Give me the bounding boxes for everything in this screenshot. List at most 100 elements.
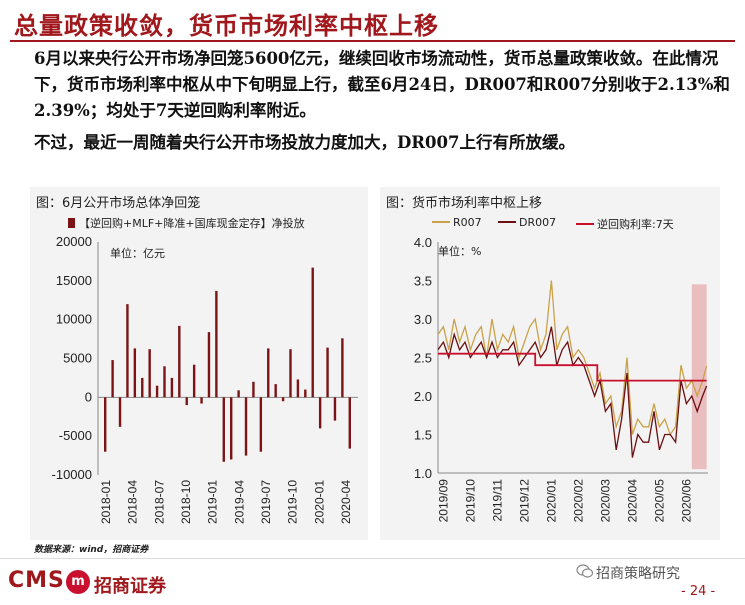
x-tick-label: 2019/10 <box>463 479 477 523</box>
bar <box>111 360 114 398</box>
bar <box>348 397 351 449</box>
left-chart-panel: 图：6月公开市场总体净回笼 【逆回购+MLF+降准+国库现金定存】净投放 单位：… <box>30 187 368 540</box>
y-tick-label: 4.0 <box>414 235 432 250</box>
x-tick-label: 2019-04 <box>232 480 246 524</box>
x-tick-label: 2018-01 <box>99 480 113 524</box>
right-chart-panel: 图：货币市场利率中枢上移 R007 DR007 逆回购利率:7天 单位：% 4.… <box>380 187 720 540</box>
page-title: 总量政策收敛，货币市场利率中枢上移 <box>14 12 439 40</box>
bar <box>289 349 292 398</box>
bar <box>178 325 181 398</box>
x-tick-label: 2019/11 <box>490 479 504 522</box>
x-tick-label: 2020/05 <box>652 479 666 523</box>
r007-swatch <box>432 221 450 223</box>
bar <box>318 397 322 429</box>
y-tick-label: 15000 <box>56 273 92 288</box>
right-chart-unit: 单位：% <box>438 245 482 258</box>
highlight-band <box>691 284 707 470</box>
y-tick-label: 3.5 <box>414 274 432 289</box>
bar <box>192 364 196 398</box>
left-chart-unit: 单位：亿元 <box>110 247 165 260</box>
left-legend-label: 【逆回购+MLF+降准+国库现金定存】净投放 <box>79 217 305 230</box>
x-tick-label: 2019-01 <box>206 480 220 524</box>
bar <box>141 377 144 398</box>
x-tick-label: 2018-07 <box>152 480 166 524</box>
x-tick-label: 2019-10 <box>286 480 300 524</box>
title-divider <box>10 40 735 42</box>
x-tick-label: 2020/06 <box>679 479 693 523</box>
right-legend-r007: R007 <box>432 216 482 229</box>
reverse-repo-label: 逆回购利率:7天 <box>597 218 674 231</box>
bar <box>118 397 122 427</box>
x-tick-label: 2019/09 <box>436 479 450 523</box>
y-tick-label: 1.0 <box>414 466 432 481</box>
bar <box>326 347 329 398</box>
page-number: - 24 - <box>681 584 716 599</box>
x-tick-label: 2019-07 <box>259 480 273 524</box>
right-line-chart: 4.0 3.5 3.0 2.5 2.0 1.5 1.0 2019/09 2019/10 2019/… <box>414 235 708 523</box>
bar <box>126 304 129 398</box>
x-tick-label: 2020/03 <box>598 479 612 523</box>
paragraph-1: 6月以来央行公开市场净回笼5600亿元，继续回收市场流动性，货币总量政策收敛。在… <box>34 49 730 120</box>
bar <box>237 390 240 398</box>
bar <box>148 349 151 398</box>
bar <box>170 377 174 398</box>
bar <box>244 397 248 456</box>
r007-label: R007 <box>453 216 482 229</box>
cms-logo: CMS <box>8 568 65 593</box>
right-legend-reverse-repo: 逆回购利率:7天 <box>576 216 674 232</box>
x-tick-label: 2018-10 <box>179 480 193 524</box>
wechat-account: 招商策略研究 <box>596 566 680 582</box>
bar <box>296 379 300 398</box>
x-tick-label: 2020/01 <box>544 479 558 523</box>
x-tick-label: 2020-01 <box>312 480 326 524</box>
bar <box>222 397 225 462</box>
cms-emblem-icon: m <box>66 570 90 594</box>
right-legend-dr007: DR007 <box>498 216 556 229</box>
bar <box>281 397 285 402</box>
bar <box>304 389 307 398</box>
y-tick-label: 5000 <box>63 351 92 366</box>
y-tick-label: 10000 <box>56 312 92 327</box>
wechat-icon <box>576 564 594 578</box>
y-tick-label: 20000 <box>56 234 92 249</box>
right-chart-title: 图：货币市场利率中枢上移 <box>386 196 543 211</box>
series-line-R007 <box>437 280 708 436</box>
y-tick-label: 2.5 <box>414 351 432 366</box>
y-tick-label: -10000 <box>52 467 92 482</box>
bar <box>311 267 314 398</box>
data-source: 数据来源：wind，招商证券 <box>34 545 149 555</box>
x-tick-label: 2020-04 <box>339 480 353 524</box>
y-tick-label: -5000 <box>59 428 92 443</box>
bar <box>104 397 107 452</box>
bar <box>185 397 188 406</box>
dr007-label: DR007 <box>519 216 557 229</box>
y-tick-label: 3.0 <box>414 312 432 327</box>
bar <box>333 397 337 421</box>
series-line-DR007 <box>437 326 708 458</box>
y-tick-label: 0 <box>85 389 92 404</box>
x-tick-label: 2018-04 <box>126 480 140 524</box>
bar <box>207 332 211 398</box>
left-bar-chart: 20000 15000 10000 5000 0 -5000 -10000 2018-01 20… <box>52 234 358 524</box>
legend-swatch <box>68 218 75 228</box>
bar <box>252 381 255 398</box>
bar <box>215 290 218 398</box>
bar <box>274 384 277 398</box>
bar <box>200 397 203 404</box>
x-tick-label: 2020/02 <box>571 479 585 523</box>
x-tick-label: 2020/04 <box>625 479 639 523</box>
bar <box>230 397 233 460</box>
y-tick-label: 2.0 <box>414 389 432 404</box>
left-chart-legend: 【逆回购+MLF+降准+国库现金定存】净投放 <box>68 215 305 231</box>
left-chart-title: 图：6月公开市场总体净回笼 <box>36 196 201 211</box>
bar <box>341 338 344 398</box>
bar <box>163 366 166 398</box>
paragraph-2: 不过，最近一周随着央行公开市场投放力度加大，DR007上行有所放缓。 <box>34 133 575 152</box>
brand-name: 招商证券 <box>94 576 166 597</box>
y-tick-label: 1.5 <box>414 428 432 443</box>
bar <box>155 385 159 398</box>
bar <box>267 348 270 398</box>
reverse-repo-swatch <box>576 223 594 225</box>
x-tick-label: 2019/12 <box>517 479 531 523</box>
bar <box>133 348 137 398</box>
